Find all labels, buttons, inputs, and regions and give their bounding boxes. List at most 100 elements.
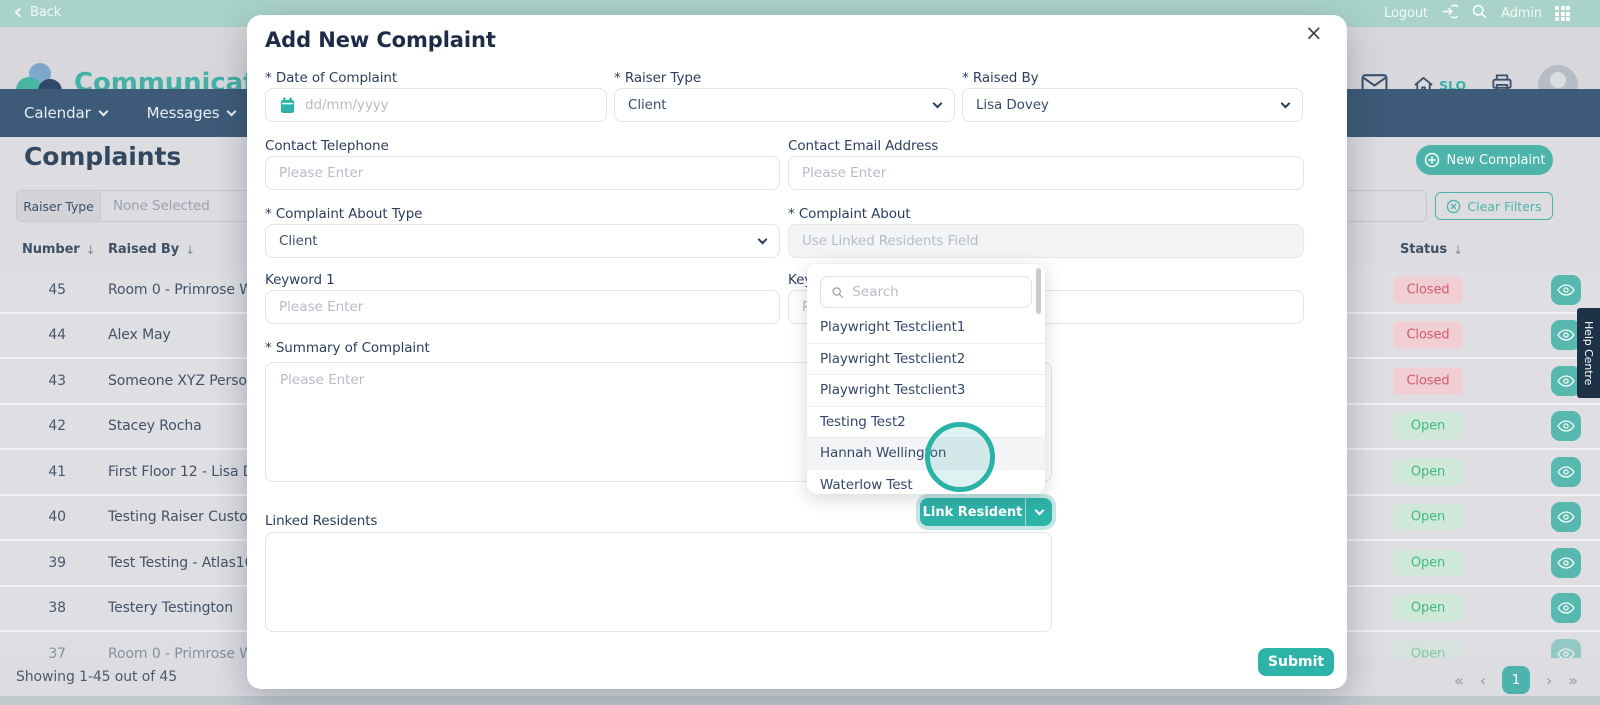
view-complaint-button[interactable] xyxy=(1551,274,1581,305)
click-indicator xyxy=(925,422,995,492)
logout-icon[interactable] xyxy=(1441,3,1462,24)
submit-button[interactable]: Submit xyxy=(1258,648,1334,676)
chevron-left-icon xyxy=(14,7,25,18)
clear-filters-button[interactable]: Clear Filters xyxy=(1435,192,1553,220)
complaint-about-type-label: * Complaint About Type xyxy=(265,206,423,222)
linked-residents-textarea[interactable] xyxy=(265,532,1052,632)
link-resident-button[interactable]: Link Resident xyxy=(920,498,1052,526)
column-header-number[interactable]: Number ↓ xyxy=(22,242,96,257)
chevron-down-icon xyxy=(98,106,109,117)
prev-page-button[interactable]: ‹ xyxy=(1479,670,1486,690)
link-resident-dropdown-toggle[interactable] xyxy=(1026,498,1052,526)
contact-telephone-field xyxy=(265,156,780,190)
resident-search-field xyxy=(820,276,1032,308)
raiser-type-filter-select[interactable]: None Selected xyxy=(113,198,210,214)
back-button[interactable]: Back xyxy=(14,5,61,20)
contact-email-field xyxy=(788,156,1304,190)
results-count: Showing 1-45 out of 45 xyxy=(16,669,178,685)
resident-option[interactable]: Waterlow Test xyxy=(807,470,1045,495)
view-complaint-button[interactable] xyxy=(1551,365,1581,396)
complaint-about-type-select[interactable]: Client xyxy=(265,224,780,258)
logout-button[interactable]: Logout xyxy=(1384,6,1429,21)
status-badge: Open xyxy=(1393,549,1463,577)
nav-item-calendar[interactable]: Calendar xyxy=(24,104,109,122)
filter-label: Raiser Type xyxy=(17,191,101,221)
sort-down-icon: ↓ xyxy=(1452,242,1463,257)
next-page-button[interactable]: › xyxy=(1545,670,1553,690)
row-number: 44 xyxy=(48,327,66,344)
resident-search-input[interactable] xyxy=(852,284,1021,300)
view-complaint-button[interactable] xyxy=(1551,411,1581,442)
status-badge: Open xyxy=(1393,412,1463,440)
row-raised-by: Room 0 - Primrose Wise xyxy=(108,281,273,298)
raiser-type-select[interactable]: Client xyxy=(614,88,955,122)
row-number: 38 xyxy=(48,600,66,617)
pagination: « ‹ 1 › » xyxy=(1454,666,1578,694)
date-of-complaint-label: * Date of Complaint xyxy=(265,70,398,86)
modal-title: Add New Complaint xyxy=(265,28,496,52)
status-badge: Open xyxy=(1393,503,1463,531)
raised-by-select[interactable]: Lisa Dovey xyxy=(962,88,1303,122)
view-complaint-button[interactable] xyxy=(1551,320,1581,351)
resident-option[interactable]: Testing Test2 xyxy=(807,407,1045,438)
chevron-down-icon xyxy=(226,106,237,117)
complaint-about-field: Use Linked Residents Field xyxy=(788,224,1304,258)
new-complaint-button[interactable]: New Complaint xyxy=(1416,145,1553,175)
last-page-button[interactable]: » xyxy=(1568,670,1578,690)
chevron-down-icon xyxy=(1280,98,1291,108)
chevron-down-icon xyxy=(1034,505,1044,516)
column-header-raised-by[interactable]: Raised By ↓ xyxy=(108,242,196,257)
dropdown-scrollbar[interactable] xyxy=(1036,268,1041,314)
resident-option[interactable]: Playwright Testclient2 xyxy=(807,344,1045,375)
status-badge: Open xyxy=(1393,594,1463,622)
resident-option[interactable]: Playwright Testclient3 xyxy=(807,375,1045,407)
row-raised-by: Someone XYZ Person xyxy=(108,372,256,389)
help-centre-tab[interactable]: Help Centre xyxy=(1577,308,1600,398)
add-new-complaint-modal: Add New Complaint × * Date of Complaint … xyxy=(247,15,1347,689)
contact-telephone-input[interactable] xyxy=(279,165,766,181)
apps-grid-icon[interactable] xyxy=(1555,6,1570,21)
view-complaint-button[interactable] xyxy=(1551,456,1581,487)
nav-item-messages[interactable]: Messages xyxy=(147,104,237,122)
row-raised-by: First Floor 12 - Lisa Dovey xyxy=(108,463,287,480)
first-page-button[interactable]: « xyxy=(1453,670,1464,690)
status-badge: Open xyxy=(1393,458,1463,486)
summary-label: * Summary of Complaint xyxy=(265,340,430,356)
row-number: 37 xyxy=(48,645,66,658)
contact-email-input[interactable] xyxy=(802,165,1290,181)
close-icon[interactable]: × xyxy=(1305,21,1323,45)
column-header-status[interactable]: Status ↓ xyxy=(1400,242,1463,257)
status-badge: Closed xyxy=(1393,367,1463,395)
view-complaint-button[interactable] xyxy=(1551,502,1581,533)
row-number: 42 xyxy=(48,418,66,435)
status-badge: Closed xyxy=(1393,321,1463,349)
linked-residents-label: Linked Residents xyxy=(265,513,378,529)
chevron-down-icon xyxy=(757,234,768,244)
plus-circle-icon xyxy=(1424,152,1439,168)
keyword1-label: Keyword 1 xyxy=(265,272,335,288)
print-icon[interactable] xyxy=(1490,72,1514,99)
row-raised-by: Room 0 - Primrose Wise xyxy=(108,645,273,658)
keyword1-input[interactable] xyxy=(279,299,766,315)
bottom-strip xyxy=(0,696,1600,705)
row-number: 45 xyxy=(48,281,66,298)
current-page-button[interactable]: 1 xyxy=(1501,666,1530,694)
resident-option[interactable]: Playwright Testclient1 xyxy=(807,312,1045,344)
search-icon[interactable] xyxy=(1471,3,1488,24)
complaint-about-label: * Complaint About xyxy=(788,206,911,222)
sort-down-icon: ↓ xyxy=(85,242,96,257)
row-number: 39 xyxy=(48,554,66,571)
view-complaint-button[interactable] xyxy=(1551,638,1581,658)
sort-down-icon: ↓ xyxy=(185,242,196,257)
row-number: 41 xyxy=(48,463,66,480)
date-of-complaint-input[interactable]: dd/mm/yyyy xyxy=(265,88,607,122)
status-badge: Open xyxy=(1393,640,1463,658)
view-complaint-button[interactable] xyxy=(1551,593,1581,624)
view-complaint-button[interactable] xyxy=(1551,547,1581,578)
raised-by-label: * Raised By xyxy=(962,70,1039,86)
home-slo-link[interactable]: SLO xyxy=(1412,74,1466,97)
search-icon xyxy=(832,286,843,298)
x-circle-icon xyxy=(1447,199,1461,213)
admin-menu[interactable]: Admin xyxy=(1501,6,1542,21)
